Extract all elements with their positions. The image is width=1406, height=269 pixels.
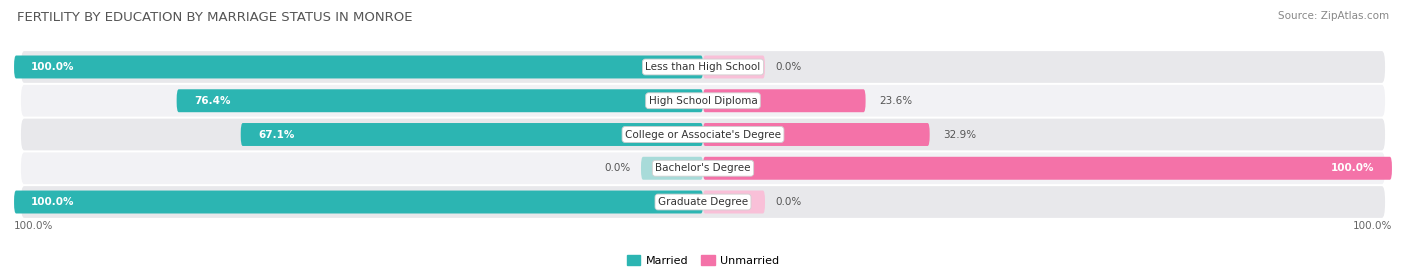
FancyBboxPatch shape	[21, 186, 1385, 218]
Text: 0.0%: 0.0%	[775, 62, 801, 72]
FancyBboxPatch shape	[14, 190, 703, 214]
Text: 76.4%: 76.4%	[194, 96, 231, 106]
Text: Bachelor's Degree: Bachelor's Degree	[655, 163, 751, 173]
Text: College or Associate's Degree: College or Associate's Degree	[626, 129, 780, 140]
Text: 32.9%: 32.9%	[943, 129, 977, 140]
FancyBboxPatch shape	[703, 55, 765, 79]
FancyBboxPatch shape	[21, 85, 1385, 116]
Text: 23.6%: 23.6%	[879, 96, 912, 106]
Text: Less than High School: Less than High School	[645, 62, 761, 72]
FancyBboxPatch shape	[703, 89, 866, 112]
Text: High School Diploma: High School Diploma	[648, 96, 758, 106]
FancyBboxPatch shape	[177, 89, 703, 112]
FancyBboxPatch shape	[240, 123, 703, 146]
FancyBboxPatch shape	[21, 119, 1385, 150]
FancyBboxPatch shape	[14, 55, 703, 79]
Text: 0.0%: 0.0%	[605, 163, 631, 173]
FancyBboxPatch shape	[703, 157, 1392, 180]
Text: 0.0%: 0.0%	[775, 197, 801, 207]
Text: 100.0%: 100.0%	[14, 221, 53, 231]
Legend: Married, Unmarried: Married, Unmarried	[621, 250, 785, 269]
Text: Source: ZipAtlas.com: Source: ZipAtlas.com	[1278, 11, 1389, 21]
Text: 100.0%: 100.0%	[1331, 163, 1375, 173]
FancyBboxPatch shape	[21, 153, 1385, 184]
Text: 100.0%: 100.0%	[31, 62, 75, 72]
FancyBboxPatch shape	[703, 190, 765, 214]
Text: 100.0%: 100.0%	[31, 197, 75, 207]
FancyBboxPatch shape	[21, 51, 1385, 83]
Text: Graduate Degree: Graduate Degree	[658, 197, 748, 207]
Text: 100.0%: 100.0%	[1353, 221, 1392, 231]
Text: FERTILITY BY EDUCATION BY MARRIAGE STATUS IN MONROE: FERTILITY BY EDUCATION BY MARRIAGE STATU…	[17, 11, 412, 24]
Text: 67.1%: 67.1%	[257, 129, 294, 140]
FancyBboxPatch shape	[703, 123, 929, 146]
FancyBboxPatch shape	[641, 157, 703, 180]
